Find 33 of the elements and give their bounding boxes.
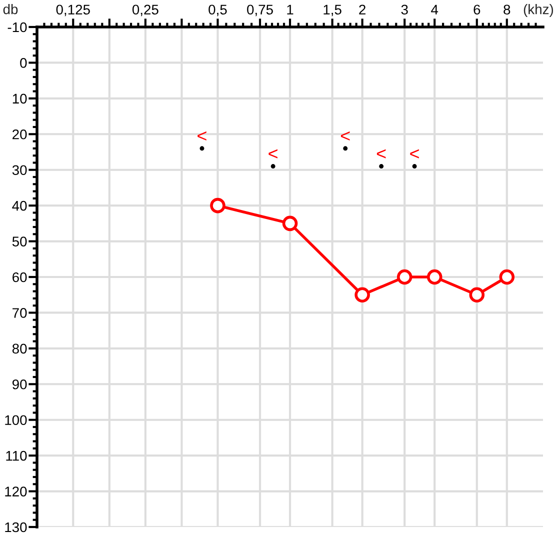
x-tick-label: 1,5 [324,4,342,16]
x-tick-label: 0,75 [247,4,273,16]
x-tick-label: 4 [431,4,438,14]
annotation: < [340,131,350,141]
y-tick-label: 90 [12,379,27,390]
y-tick-label: 30 [12,165,27,176]
annotation: < [410,149,419,158]
x-tick-label: 1 [287,4,294,14]
y-tick-label: 120 [5,486,27,496]
x-tick-label: 0,25 [132,4,158,16]
y-tick-label: 130 [5,522,27,532]
y-tick-label: 10 [12,94,27,104]
annotation: < [268,149,278,158]
y-tick-label: 0 [20,58,27,68]
x-tick-label: 0,125 [56,4,90,16]
y-tick-label: 110 [6,450,27,461]
y-tick-label: 100 [5,415,27,426]
x-axis-title: (khz) [524,4,554,17]
x-tick-label: 6 [474,4,480,15]
x-tick-label: 0,5 [208,4,227,16]
y-tick-label: 40 [12,200,27,211]
y-tick-label: 70 [12,308,27,318]
annotation: < [376,149,386,158]
annotation: < [198,131,206,141]
y-tick-label: 80 [12,344,27,354]
y-tick-label: -10 [8,22,27,32]
x-tick-label: 8 [504,4,510,15]
x-tick-label: 3 [401,4,408,15]
y-tick-label: 50 [12,236,27,246]
y-tick-label: 60 [12,272,27,282]
y-tick-label: 20 [12,129,27,140]
x-tick-label: 2 [359,4,366,14]
y-axis-title: db [3,4,18,14]
